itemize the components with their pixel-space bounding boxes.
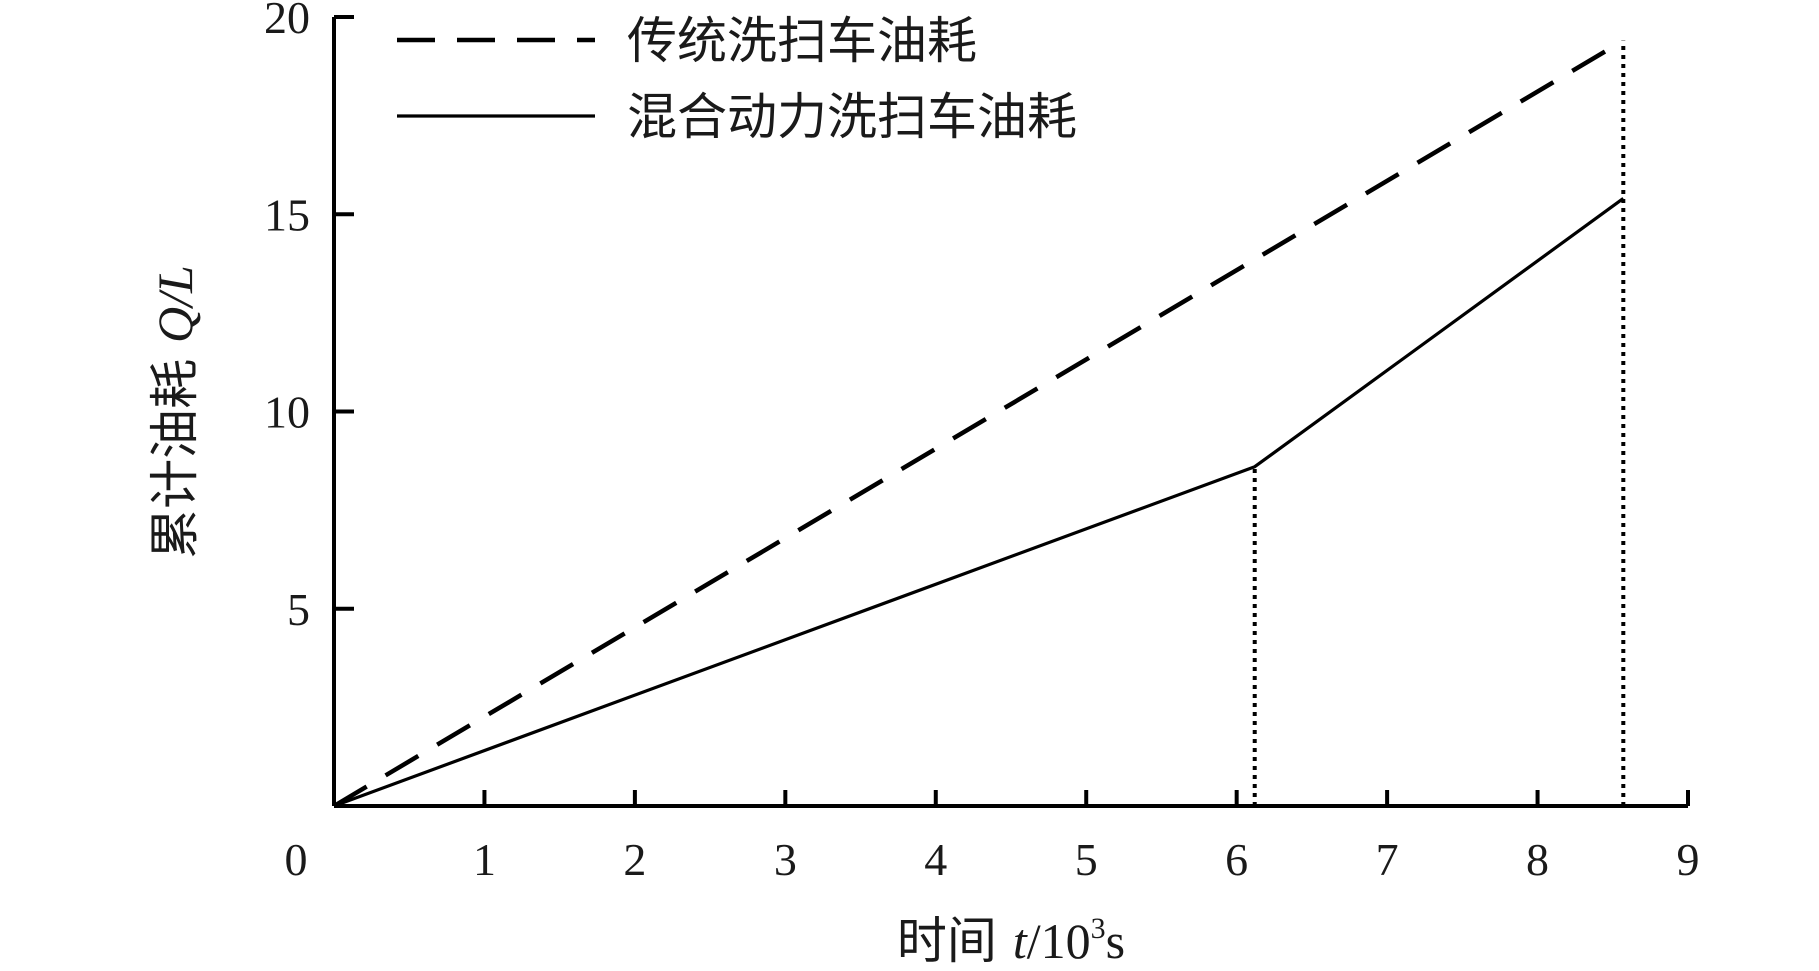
x-tick-label: 2 <box>623 834 646 885</box>
x-axis-title: 时间 t/103s <box>897 912 1125 970</box>
x-axis-title-exponent: 3 <box>1091 912 1106 945</box>
series-hybrid-line <box>333 197 1625 808</box>
x-tick-label: 8 <box>1526 834 1549 885</box>
series-traditional-line <box>332 38 1625 808</box>
x-tick-label: 7 <box>1376 834 1399 885</box>
y-axis-title-var: Q/L <box>147 265 203 343</box>
series <box>332 38 1625 808</box>
legend: 传统洗扫车油耗 混合动力洗扫车油耗 <box>397 12 1077 146</box>
x-tick-label: 6 <box>1225 834 1248 885</box>
x-axis-title-var: t <box>1013 913 1028 969</box>
x-tick-label: 9 <box>1677 834 1700 885</box>
y-axis-title-text: 累计油耗 <box>146 343 204 559</box>
x-tick-label: 3 <box>774 834 797 885</box>
reference-lines <box>1252 40 1626 806</box>
x-tick-label: 5 <box>1075 834 1098 885</box>
y-tick-label: 5 <box>287 584 310 635</box>
x-axis-title-unit-tail: s <box>1106 913 1125 969</box>
x-tick-label: 4 <box>924 834 947 885</box>
origin-label: 0 <box>285 834 308 885</box>
x-axis-title-prefix: 时间 <box>897 912 1013 970</box>
ticks: 1 2 3 4 5 6 7 8 9 0 5 10 15 20 <box>264 0 1700 885</box>
y-tick-label: 10 <box>264 387 310 438</box>
y-tick-label: 20 <box>264 0 310 43</box>
x-axis-title-unit: /10 <box>1027 913 1091 969</box>
y-tick-label: 15 <box>264 189 310 240</box>
y-axis-title: 累计油耗 Q/L <box>146 265 204 559</box>
x-tick-label: 1 <box>473 834 496 885</box>
legend-label-traditional: 传统洗扫车油耗 <box>627 12 977 70</box>
legend-label-hybrid: 混合动力洗扫车油耗 <box>627 88 1077 146</box>
